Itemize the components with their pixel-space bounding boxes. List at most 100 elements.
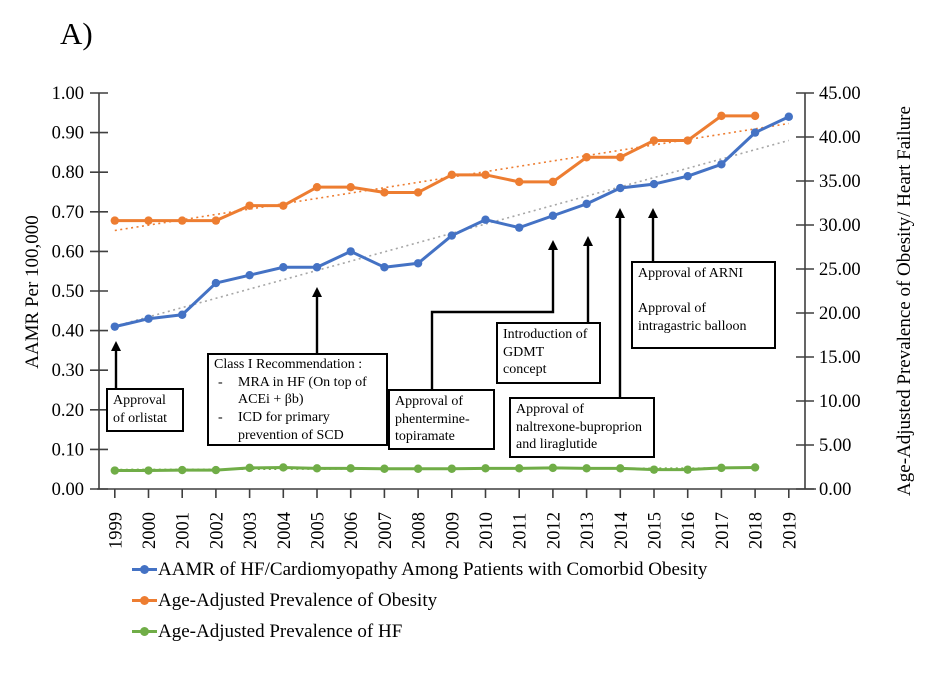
data-point-marker <box>346 247 355 256</box>
annotation-arrows <box>111 208 658 397</box>
data-point-marker <box>312 263 322 272</box>
data-point-marker <box>447 170 456 180</box>
right-axis-title: Age-Adjusted Prevalence of Obesity/ Hear… <box>894 106 915 496</box>
x-axis-year-label: 2012 <box>544 512 564 549</box>
data-point-marker <box>110 466 120 475</box>
data-point-marker <box>447 231 456 240</box>
arrowhead-up-icon <box>583 236 593 246</box>
right-axis-tick-label: 30.00 <box>819 216 861 236</box>
data-point-marker <box>548 211 558 220</box>
left-axis-tick-label: 0.60 <box>52 242 84 262</box>
data-point-marker <box>312 182 322 192</box>
x-axis-year-label: 2005 <box>309 512 329 549</box>
legend-marker-dot <box>140 595 149 605</box>
right-axis-tick-label: 15.00 <box>819 348 861 368</box>
annotation-bullet: - MRA in HF (On top of ACEi + βb) <box>214 374 381 409</box>
data-point-marker <box>245 201 254 210</box>
arrowhead-up-icon <box>615 208 625 218</box>
chart-canvas: 1.00 0.90 0.80 0.70 0.60 0.50 0.40 0.30 0.20 0.10… <box>52 84 861 549</box>
legend-item-hf: Age-Adjusted Prevalence of HF <box>132 616 707 647</box>
bullet-dash: - <box>218 374 223 390</box>
x-axis-year-label: 2000 <box>140 512 160 549</box>
arrowhead-up-icon <box>648 208 658 218</box>
data-point-marker <box>144 466 153 475</box>
data-point-marker <box>616 183 625 193</box>
right-axis-tick-label: 25.00 <box>819 260 861 280</box>
series-line <box>114 114 756 223</box>
left-axis-tick-label: 0.40 <box>52 322 84 342</box>
data-point-marker <box>110 216 120 225</box>
data-point-marker <box>582 199 591 209</box>
legend-item-obesity: Age-Adjusted Prevalence of Obesity <box>132 585 707 616</box>
data-point-marker <box>481 464 490 473</box>
legend-marker-line <box>132 595 157 605</box>
annotation-introduction-of-gdmt: Introduction of GDMT concept <box>496 322 601 384</box>
x-axis-year-label: 2006 <box>342 512 362 549</box>
data-point-marker <box>346 464 355 473</box>
data-point-marker <box>178 310 187 319</box>
data-point-marker <box>515 223 524 232</box>
data-point-marker <box>211 216 221 225</box>
data-point-marker <box>279 201 288 210</box>
panel-label: A) <box>60 16 93 51</box>
data-point-marker <box>110 322 120 331</box>
legend-marker-dot <box>140 564 149 574</box>
data-point-marker <box>515 177 524 187</box>
left-axis-tick-label: 0.70 <box>52 203 84 223</box>
x-axis-year-label: 2002 <box>207 512 227 549</box>
annotation-approval-of-orlistat: Approval of orlistat <box>106 388 184 432</box>
data-point-marker <box>245 463 254 473</box>
data-point-marker <box>683 171 692 181</box>
data-point-marker <box>279 463 288 472</box>
left-axis-tick-label: 0.10 <box>52 440 84 460</box>
data-point-marker <box>750 463 760 472</box>
left-axis-tick-label: 0.80 <box>52 163 84 183</box>
annotation-class1-recommendation: Class I Recommendation : - MRA in HF (On… <box>207 353 388 446</box>
data-point-marker <box>649 136 659 145</box>
annotation-approval-of-naltrexone-liraglutide: Approval of naltrexone-buproprion and li… <box>509 397 655 458</box>
data-point-marker <box>515 464 524 473</box>
axes: 1.00 0.90 0.80 0.70 0.60 0.50 0.40 0.30 0.20 0.10… <box>52 84 861 549</box>
x-axis-year-label: 2018 <box>747 512 767 549</box>
bullet-text: MRA in HF (On top of ACEi + βb) <box>238 374 367 408</box>
left-axis-title: AAMR Per 100,000 <box>22 215 43 369</box>
annotation-bullet: - ICD for primary prevention of SCD <box>214 409 381 444</box>
series-1-line <box>110 111 760 225</box>
x-axis-year-label: 2015 <box>646 512 666 549</box>
left-axis-tick-label: 0.00 <box>52 480 84 500</box>
data-point-marker <box>245 270 254 280</box>
data-point-marker <box>548 177 558 187</box>
x-axis-year-label: 1999 <box>106 512 126 549</box>
data-point-marker <box>784 112 793 121</box>
legend-label: Age-Adjusted Prevalence of Obesity <box>158 589 438 611</box>
data-point-marker <box>144 216 153 225</box>
annotation-approval-of-arni-intragastric-balloon: Approval of ARNI Approval of intragastri… <box>631 261 776 349</box>
x-axis-year-label: 2001 <box>174 512 194 549</box>
left-axis-tick-label: 0.30 <box>52 361 84 381</box>
right-axis-tick-label: 20.00 <box>819 304 861 324</box>
data-point-marker <box>380 188 389 197</box>
x-axis-year-label: 2010 <box>477 512 497 549</box>
x-axis-year-label: 2008 <box>410 512 430 549</box>
legend-marker-dot <box>140 626 149 636</box>
data-point-marker <box>346 182 355 192</box>
x-axis-year-label: 2009 <box>443 512 463 549</box>
x-axis-year-label: 2004 <box>275 512 295 549</box>
data-point-marker <box>413 188 423 197</box>
data-point-marker <box>582 153 591 162</box>
x-axis-year-label: 2014 <box>612 512 632 549</box>
annotation-title: Class I Recommendation : <box>214 357 363 372</box>
data-point-marker <box>481 215 490 224</box>
x-axis-year-label: 2017 <box>713 512 733 549</box>
x-axis-year-label: 2011 <box>511 513 531 549</box>
right-axis-tick-label: 10.00 <box>819 392 861 412</box>
data-point-marker <box>717 111 726 121</box>
legend-item-aamr: AAMR of HF/Cardiomyopathy Among Patients… <box>132 554 707 585</box>
data-point-marker <box>717 463 726 473</box>
data-point-marker <box>616 153 625 162</box>
data-point-marker <box>649 179 659 189</box>
trendline-series-0 <box>114 139 790 327</box>
legend-label: AAMR of HF/Cardiomyopathy Among Patients… <box>158 558 708 580</box>
left-axis-tick-label: 0.20 <box>52 401 84 421</box>
